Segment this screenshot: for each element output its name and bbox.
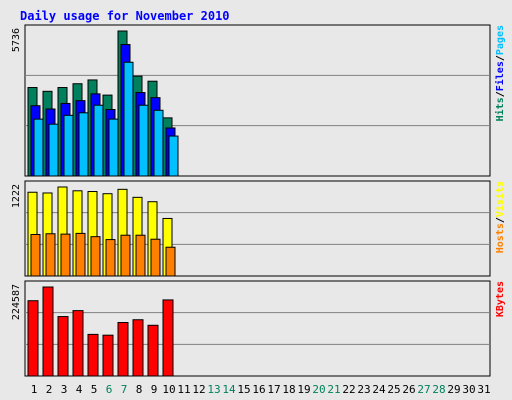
bar-pages-day-9 bbox=[153, 109, 164, 177]
x-tick-label-day-21: 21 bbox=[327, 383, 340, 396]
bar-pages-day-5 bbox=[93, 104, 104, 177]
x-tick-label-day-5: 5 bbox=[91, 383, 98, 396]
bar-pages-day-6 bbox=[108, 118, 119, 177]
x-tick-label-day-15: 15 bbox=[237, 383, 250, 396]
bar-hosts-day-6 bbox=[105, 239, 116, 277]
x-tick-label-day-18: 18 bbox=[282, 383, 295, 396]
panel-3-frame bbox=[24, 280, 491, 377]
panel-1-legend: Hits/Files/Pages bbox=[494, 25, 506, 121]
panel-3-ymax-label: 224587 bbox=[11, 284, 22, 320]
legend-part: Pages bbox=[495, 25, 506, 55]
bar-hosts-day-2 bbox=[45, 233, 56, 277]
bar-kbytes-day-6 bbox=[102, 334, 114, 377]
x-tick-label-day-8: 8 bbox=[136, 383, 143, 396]
x-tick-label-day-30: 30 bbox=[462, 383, 475, 396]
bar-pages-day-10 bbox=[168, 135, 179, 177]
legend-part: / bbox=[495, 91, 506, 97]
x-tick-label-day-12: 12 bbox=[192, 383, 205, 396]
bar-hosts-day-1 bbox=[30, 233, 41, 277]
x-tick-label-day-17: 17 bbox=[267, 383, 280, 396]
bar-hosts-day-8 bbox=[135, 234, 146, 277]
bar-pages-day-8 bbox=[138, 104, 149, 177]
x-tick-label-day-10: 10 bbox=[162, 383, 175, 396]
x-tick-label-day-2: 2 bbox=[46, 383, 53, 396]
legend-part: Hosts bbox=[495, 223, 506, 253]
bar-kbytes-day-2 bbox=[42, 286, 54, 377]
legend-part: Files bbox=[494, 61, 506, 91]
panel-2-frame bbox=[24, 180, 491, 277]
bar-kbytes-day-1 bbox=[27, 300, 39, 377]
legend-part: Visits bbox=[494, 181, 506, 217]
bar-hosts-day-4 bbox=[75, 232, 86, 277]
x-tick-label-day-4: 4 bbox=[76, 383, 83, 396]
x-tick-label-day-1: 1 bbox=[31, 383, 38, 396]
bar-pages-day-7 bbox=[123, 61, 134, 177]
bar-hosts-day-9 bbox=[150, 238, 161, 277]
x-tick-label-day-26: 26 bbox=[402, 383, 415, 396]
bar-kbytes-day-9 bbox=[147, 324, 159, 377]
panel-3-legend: KBytes bbox=[495, 281, 506, 317]
x-tick-label-day-3: 3 bbox=[61, 383, 68, 396]
x-tick-label-day-19: 19 bbox=[297, 383, 310, 396]
bar-kbytes-day-3 bbox=[57, 316, 69, 377]
bar-kbytes-day-5 bbox=[87, 333, 99, 377]
legend-part: KBytes bbox=[495, 281, 506, 317]
panel-2-ymax-label: 1222 bbox=[11, 184, 22, 208]
x-tick-label-day-24: 24 bbox=[372, 383, 386, 396]
x-tick-label-day-9: 9 bbox=[151, 383, 158, 396]
bar-pages-day-1 bbox=[33, 118, 44, 177]
bar-hosts-day-3 bbox=[60, 233, 71, 277]
bar-kbytes-day-10 bbox=[162, 299, 174, 377]
bar-kbytes-day-7 bbox=[117, 322, 129, 377]
legend-part: Hits bbox=[494, 97, 506, 121]
bar-pages-day-3 bbox=[63, 114, 74, 177]
bar-kbytes-day-8 bbox=[132, 319, 144, 377]
panel-1-ymax-label: 5736 bbox=[11, 28, 22, 52]
bar-hosts-day-7 bbox=[120, 234, 131, 277]
x-tick-label-day-22: 22 bbox=[342, 383, 355, 396]
x-tick-label-day-29: 29 bbox=[447, 383, 460, 396]
x-tick-label-day-25: 25 bbox=[387, 383, 400, 396]
x-tick-label-day-6: 6 bbox=[106, 383, 113, 396]
bar-pages-day-4 bbox=[78, 112, 89, 177]
x-tick-label-day-7: 7 bbox=[121, 383, 128, 396]
x-tick-label-day-23: 23 bbox=[357, 383, 370, 396]
x-tick-label-day-13: 13 bbox=[207, 383, 220, 396]
legend-part: / bbox=[495, 55, 506, 61]
bar-pages-day-2 bbox=[48, 123, 59, 177]
x-tick-label-day-27: 27 bbox=[417, 383, 430, 396]
x-tick-label-day-31: 31 bbox=[477, 383, 490, 396]
panel-2-legend: Hosts/Visits bbox=[494, 181, 506, 253]
legend-part: / bbox=[495, 217, 506, 223]
bar-hosts-day-5 bbox=[90, 236, 101, 277]
bar-kbytes-day-4 bbox=[72, 310, 84, 377]
x-tick-label-day-14: 14 bbox=[222, 383, 236, 396]
x-tick-label-day-16: 16 bbox=[252, 383, 265, 396]
chart-title: Daily usage for November 2010 bbox=[20, 9, 230, 23]
bar-hosts-day-10 bbox=[165, 246, 176, 277]
x-tick-label-day-28: 28 bbox=[432, 383, 445, 396]
panel-1-frame bbox=[24, 24, 491, 177]
x-tick-label-day-20: 20 bbox=[312, 383, 325, 396]
x-tick-label-day-11: 11 bbox=[177, 383, 190, 396]
